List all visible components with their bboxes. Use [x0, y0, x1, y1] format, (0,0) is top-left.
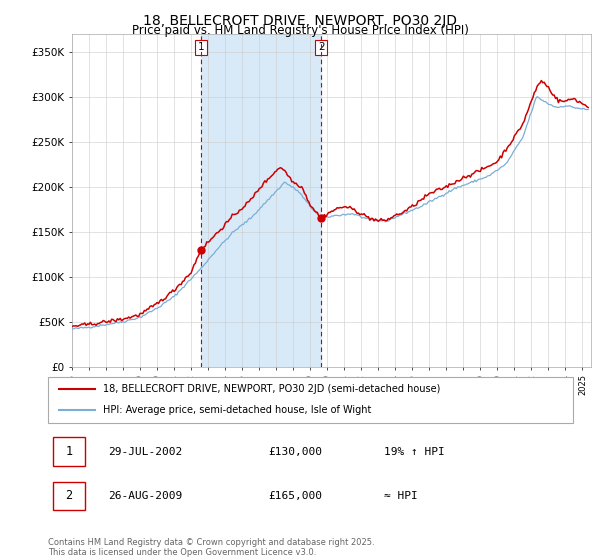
Bar	[201, 34, 321, 367]
Text: ≈ HPI: ≈ HPI	[384, 491, 418, 501]
Text: 1: 1	[197, 42, 204, 52]
Bar	[53, 482, 85, 510]
Text: 18, BELLECROFT DRIVE, NEWPORT, PO30 2JD: 18, BELLECROFT DRIVE, NEWPORT, PO30 2JD	[143, 14, 457, 28]
Text: 1: 1	[65, 445, 73, 458]
Text: £165,000: £165,000	[269, 491, 323, 501]
Text: Contains HM Land Registry data © Crown copyright and database right 2025.
This d: Contains HM Land Registry data © Crown c…	[48, 538, 374, 557]
Text: 2: 2	[318, 42, 325, 52]
Text: Price paid vs. HM Land Registry's House Price Index (HPI): Price paid vs. HM Land Registry's House …	[131, 24, 469, 37]
Text: 29-JUL-2002: 29-JUL-2002	[109, 447, 182, 456]
Text: £130,000: £130,000	[269, 447, 323, 456]
Text: HPI: Average price, semi-detached house, Isle of Wight: HPI: Average price, semi-detached house,…	[103, 405, 371, 416]
Text: 18, BELLECROFT DRIVE, NEWPORT, PO30 2JD (semi-detached house): 18, BELLECROFT DRIVE, NEWPORT, PO30 2JD …	[103, 384, 440, 394]
Text: 19% ↑ HPI: 19% ↑ HPI	[384, 447, 445, 456]
Text: 2: 2	[65, 489, 73, 502]
Text: 26-AUG-2009: 26-AUG-2009	[109, 491, 182, 501]
Bar	[53, 437, 85, 466]
